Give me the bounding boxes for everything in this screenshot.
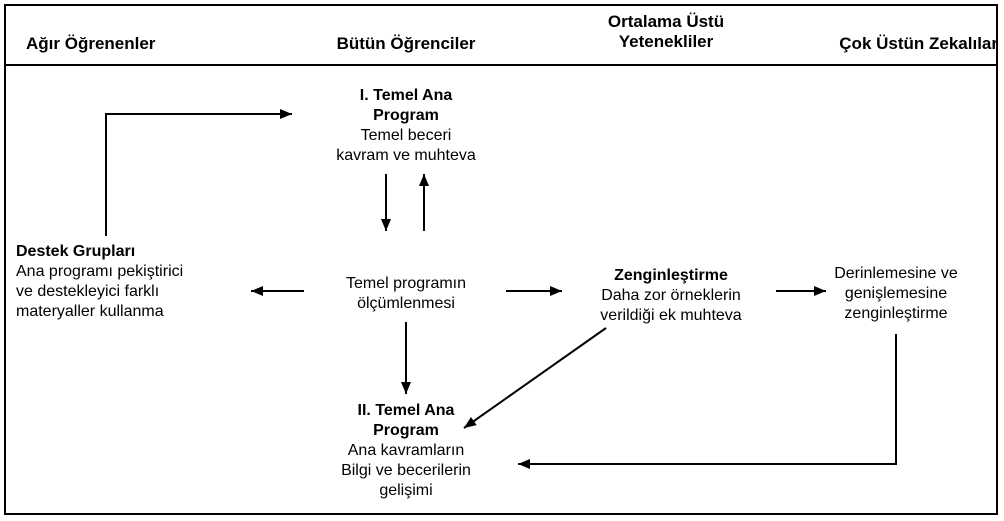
- node-program-2-title: II. Temel AnaProgram: [296, 401, 516, 441]
- header-divider: [6, 64, 996, 66]
- node-support-title: Destek Grupları: [16, 242, 246, 262]
- node-program-2: II. Temel AnaProgram Ana kavramlarınBilg…: [296, 401, 516, 501]
- node-deep-enrichment-text: Derinlemesine vegenişlemesinezenginleşti…: [806, 264, 986, 324]
- node-support-sub: Ana programı pekiştiricive destekleyici …: [16, 262, 246, 322]
- col-header-2: Bütün Öğrenciler: [306, 34, 506, 54]
- node-deep-enrichment: Derinlemesine vegenişlemesinezenginleşti…: [806, 264, 986, 324]
- node-program-1-title: I. Temel AnaProgram: [296, 86, 516, 126]
- col-header-3: Ortalama Üstü Yetenekliler: [566, 12, 766, 53]
- node-center-text: Temel programınölçümlenmesi: [306, 274, 506, 314]
- node-enrichment-sub: Daha zor örneklerinverildiği ek muhteva: [566, 286, 776, 326]
- node-center: Temel programınölçümlenmesi: [306, 274, 506, 314]
- node-enrichment-title: Zenginleştirme: [566, 266, 776, 286]
- diagram-frame: Ağır Öğrenenler Bütün Öğrenciler Ortalam…: [4, 4, 998, 515]
- node-enrichment: Zenginleştirme Daha zor örneklerinverild…: [566, 266, 776, 326]
- col-header-1: Ağır Öğrenenler: [26, 34, 206, 54]
- node-program-1-sub: Temel becerikavram ve muhteva: [296, 126, 516, 166]
- col-header-3-line2: Yetenekliler: [619, 32, 714, 51]
- col-header-4: Çok Üstün Zekalılar: [798, 34, 998, 54]
- node-program-2-sub: Ana kavramlarınBilgi ve becerileringeliş…: [296, 441, 516, 501]
- node-program-1: I. Temel AnaProgram Temel becerikavram v…: [296, 86, 516, 166]
- col-header-3-line1: Ortalama Üstü: [608, 12, 724, 31]
- node-support: Destek Grupları Ana programı pekiştirici…: [16, 242, 246, 322]
